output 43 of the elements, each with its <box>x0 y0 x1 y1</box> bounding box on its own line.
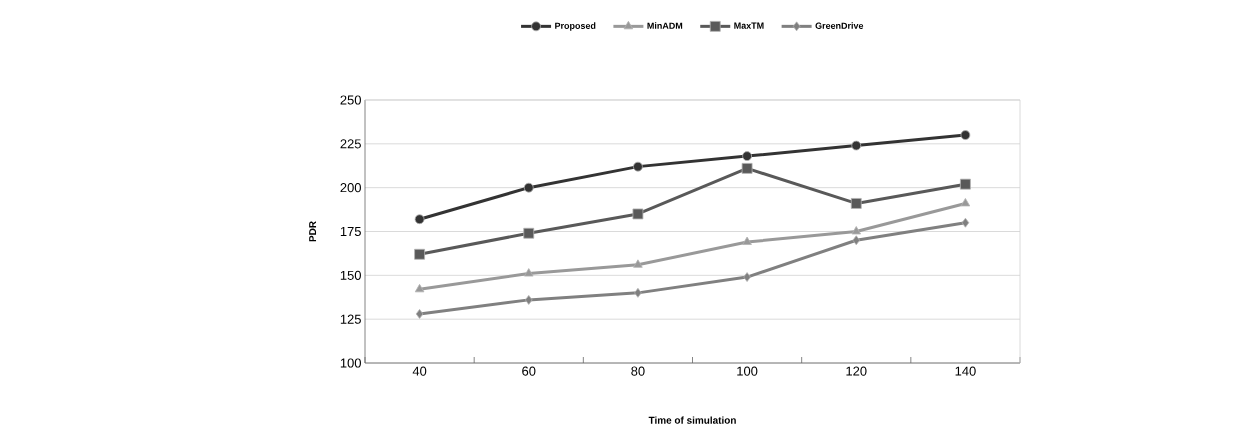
point <box>961 217 970 228</box>
point <box>741 162 753 174</box>
point <box>634 287 642 298</box>
y-tick-label: 200 <box>340 183 361 193</box>
legend-label: MinADM <box>647 22 683 29</box>
x-tick-label: 100 <box>737 366 758 376</box>
y-tick-label: 225 <box>340 139 361 149</box>
point <box>524 268 534 277</box>
point <box>414 214 425 225</box>
point <box>414 283 425 293</box>
point <box>414 248 425 260</box>
point <box>633 259 643 268</box>
point <box>960 130 971 140</box>
point <box>742 236 752 245</box>
legend-label: GreenDrive <box>815 22 864 29</box>
point <box>960 178 971 190</box>
y-tick-label: 250 <box>340 95 361 105</box>
x-tick-label: 120 <box>846 366 867 376</box>
point <box>633 161 643 172</box>
point <box>850 198 862 209</box>
point <box>524 294 533 305</box>
point <box>523 227 535 239</box>
point <box>960 198 971 207</box>
legend-label: MaxTM <box>734 22 764 29</box>
y-tick-label: 175 <box>340 226 361 237</box>
x-tick-label: 40 <box>412 366 427 376</box>
y-axis-title: PDR <box>309 221 317 242</box>
x-tick-label: 80 <box>631 366 645 376</box>
y-tick-label: 125 <box>340 314 361 324</box>
x-axis-title: Time of simulation <box>648 416 736 424</box>
point <box>742 151 752 162</box>
point <box>851 140 862 151</box>
point <box>851 226 861 235</box>
y-tick-label: 100 <box>340 358 361 368</box>
point <box>852 235 861 246</box>
point <box>523 182 534 193</box>
point <box>415 309 424 319</box>
point <box>743 272 751 282</box>
y-tick-label: 150 <box>340 270 361 280</box>
x-tick-label: 140 <box>955 366 976 376</box>
legend-label: Proposed <box>555 22 596 31</box>
point <box>632 208 644 220</box>
x-tick-label: 60 <box>522 366 536 376</box>
